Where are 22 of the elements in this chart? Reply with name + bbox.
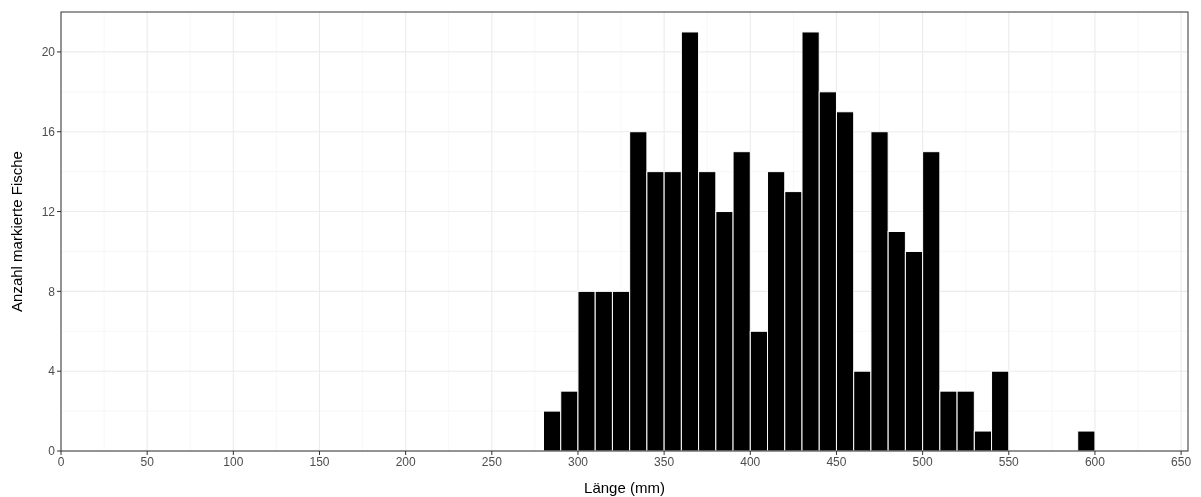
x-axis-title: Länge (mm) [584, 479, 665, 496]
x-tick-label: 50 [140, 455, 155, 469]
x-tick-label: 350 [654, 455, 675, 469]
y-axis-title: Anzahl markierte Fische [8, 151, 25, 312]
y-tick-label: 20 [41, 45, 56, 60]
x-tick-label: 100 [223, 455, 244, 469]
y-tick-label: 16 [41, 124, 56, 139]
x-tick-label: 300 [567, 455, 589, 469]
x-tick-label: 400 [740, 455, 761, 469]
x-tick-label: 0 [57, 455, 65, 469]
x-tick-label: 450 [826, 455, 847, 469]
x-tick-label: 150 [309, 455, 330, 469]
x-tick-label: 250 [481, 455, 503, 469]
y-tick-label: 4 [48, 364, 56, 379]
x-tick-label: 650 [1171, 455, 1192, 469]
x-tick-label: 600 [1084, 455, 1106, 469]
y-tick-label: 0 [48, 444, 56, 459]
x-tick-label: 200 [395, 455, 416, 469]
x-tick-label: 550 [998, 455, 1020, 469]
y-tick-label: 8 [48, 284, 56, 299]
x-tick-label: 500 [912, 455, 933, 469]
y-tick-label: 12 [41, 204, 56, 219]
